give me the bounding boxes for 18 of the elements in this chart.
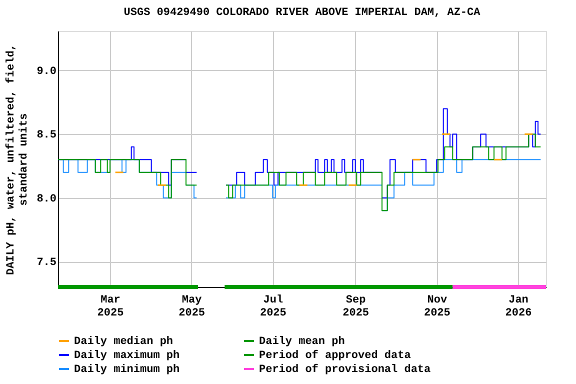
y-tick-label: 7.5 [36,257,57,270]
x-tick-label: Mar 2025 [97,294,124,320]
y-axis-title: DAILY pH, water, unfiltered, field, standard units [4,44,31,276]
y-tick-label: 9.0 [36,66,56,78]
y-tick-label: 8.5 [36,130,57,142]
chart-title: USGS 09429490 COLORADO RIVER ABOVE IMPERIAL DAM, AZ-CA [124,7,481,19]
x-tick-label: Nov 2025 [424,294,451,320]
x-tick-label: May 2025 [178,294,206,320]
x-tick-label: Jul 2025 [260,294,287,320]
legend-label: Daily minimum ph [74,364,180,376]
legend-label: Daily maximum ph [74,350,180,362]
y-tick-label: 8.0 [36,193,56,206]
legend-label: Period of provisional data [259,363,432,376]
legend-label: Daily mean ph [259,336,345,348]
x-tick-label: Jan 2026 [505,294,532,320]
x-tick-label: Sep 2025 [342,294,370,320]
legend-label: Daily median ph [74,336,174,348]
legend-label: Period of approved data [259,349,412,362]
